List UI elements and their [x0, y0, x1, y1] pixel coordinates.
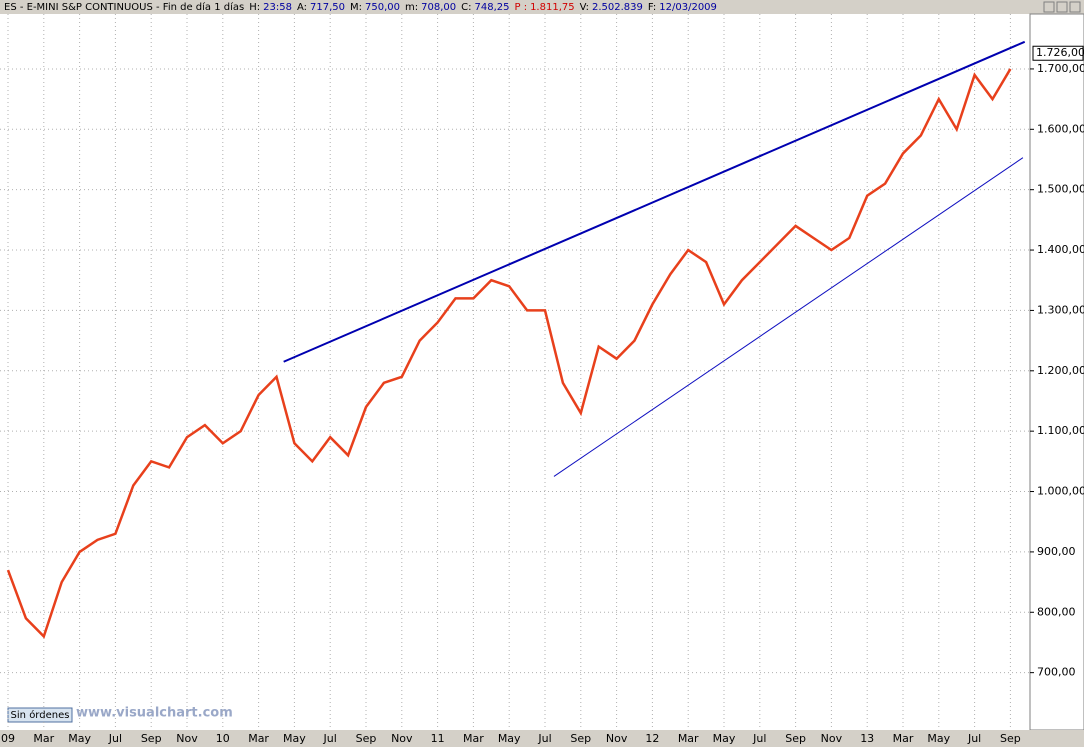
y-tick-label: 700,00	[1037, 666, 1076, 679]
y-tick-label: 800,00	[1037, 605, 1076, 618]
x-tick-label: Jul	[967, 732, 981, 745]
header-field-label: C:	[461, 2, 471, 13]
x-tick-label: May	[498, 732, 521, 745]
y-tick-label: 1.100,00	[1037, 424, 1084, 437]
x-tick-label: Mar	[678, 732, 699, 745]
last-price-label: 1.726,00	[1036, 46, 1084, 59]
status-text: Sin órdenes	[11, 709, 70, 721]
x-tick-label: Jul	[752, 732, 766, 745]
x-tick-label: Sep	[570, 732, 591, 745]
header-field-value: 708,00	[421, 2, 456, 13]
x-tick-label: 12	[645, 732, 659, 745]
x-tick-label: Mar	[463, 732, 484, 745]
y-tick-label: 900,00	[1037, 545, 1076, 558]
trend-line	[283, 40, 1026, 363]
header-bar	[0, 0, 1084, 14]
x-tick-label: Jul	[323, 732, 337, 745]
x-tick-label: Mar	[33, 732, 54, 745]
close-button[interactable]	[1069, 1, 1081, 13]
minimize-button[interactable]	[1043, 1, 1055, 13]
header-field-label: V:	[580, 2, 589, 13]
x-tick-label: May	[68, 732, 91, 745]
x-tick-label: Sep	[1000, 732, 1021, 745]
header-field-label: P :	[514, 2, 527, 13]
header-field-value: 23:58	[263, 2, 292, 13]
last-price-box	[1032, 45, 1084, 61]
header-field-label: m:	[405, 2, 418, 13]
y-tick-label: 1.500,00	[1037, 183, 1084, 196]
header-field-value: 12/03/2009	[659, 2, 717, 13]
x-tick-label: 10	[216, 732, 230, 745]
header-field-value: 1.811,75	[530, 2, 575, 13]
x-tick-label: Mar	[248, 732, 269, 745]
x-tick-label: Mar	[893, 732, 914, 745]
x-tick-label: Sep	[785, 732, 806, 745]
y-tick-label: 1.700,00	[1037, 62, 1084, 75]
x-tick-label: May	[283, 732, 306, 745]
header-field-value: 717,50	[310, 2, 345, 13]
x-axis-panel	[0, 730, 1084, 747]
y-tick-label: 1.000,00	[1037, 485, 1084, 498]
header-field-value: 748,25	[474, 2, 509, 13]
x-tick-label: May	[927, 732, 950, 745]
header-field-label: H:	[249, 2, 260, 13]
x-tick-label: 11	[431, 732, 445, 745]
x-tick-label: Sep	[356, 732, 377, 745]
x-tick-label: Nov	[391, 732, 413, 745]
x-tick-label: Sep	[141, 732, 162, 745]
y-tick-label: 1.300,00	[1037, 303, 1084, 316]
header-field-label: F:	[648, 2, 656, 13]
x-tick-label: Jul	[108, 732, 122, 745]
price-line	[6, 68, 1012, 639]
y-tick-label: 1.400,00	[1037, 243, 1084, 256]
x-tick-label: Nov	[606, 732, 628, 745]
y-axis-panel	[1029, 13, 1084, 731]
header-field-label: A:	[297, 2, 307, 13]
x-tick-label: Jul	[537, 732, 551, 745]
x-tick-label: Nov	[821, 732, 843, 745]
x-tick-label: May	[713, 732, 736, 745]
y-tick-label: 1.200,00	[1037, 364, 1084, 377]
header-field-value: 2.502.839	[592, 2, 643, 13]
header-field-value: 750,00	[365, 2, 400, 13]
x-tick-label: 13	[860, 732, 874, 745]
x-tick-label: Nov	[176, 732, 198, 745]
trend-line	[553, 157, 1024, 477]
header-field-label: M:	[350, 2, 362, 13]
maximize-button[interactable]	[1056, 1, 1068, 13]
header-title: ES - E-MINI S&P CONTINUOUS - Fin de día …	[4, 1, 244, 13]
x-tick-label: 09	[1, 732, 15, 745]
watermark: www.visualchart.com	[76, 706, 233, 721]
header-text: ES - E-MINI S&P CONTINUOUS - Fin de día …	[4, 1, 717, 13]
y-tick-label: 1.600,00	[1037, 122, 1084, 135]
